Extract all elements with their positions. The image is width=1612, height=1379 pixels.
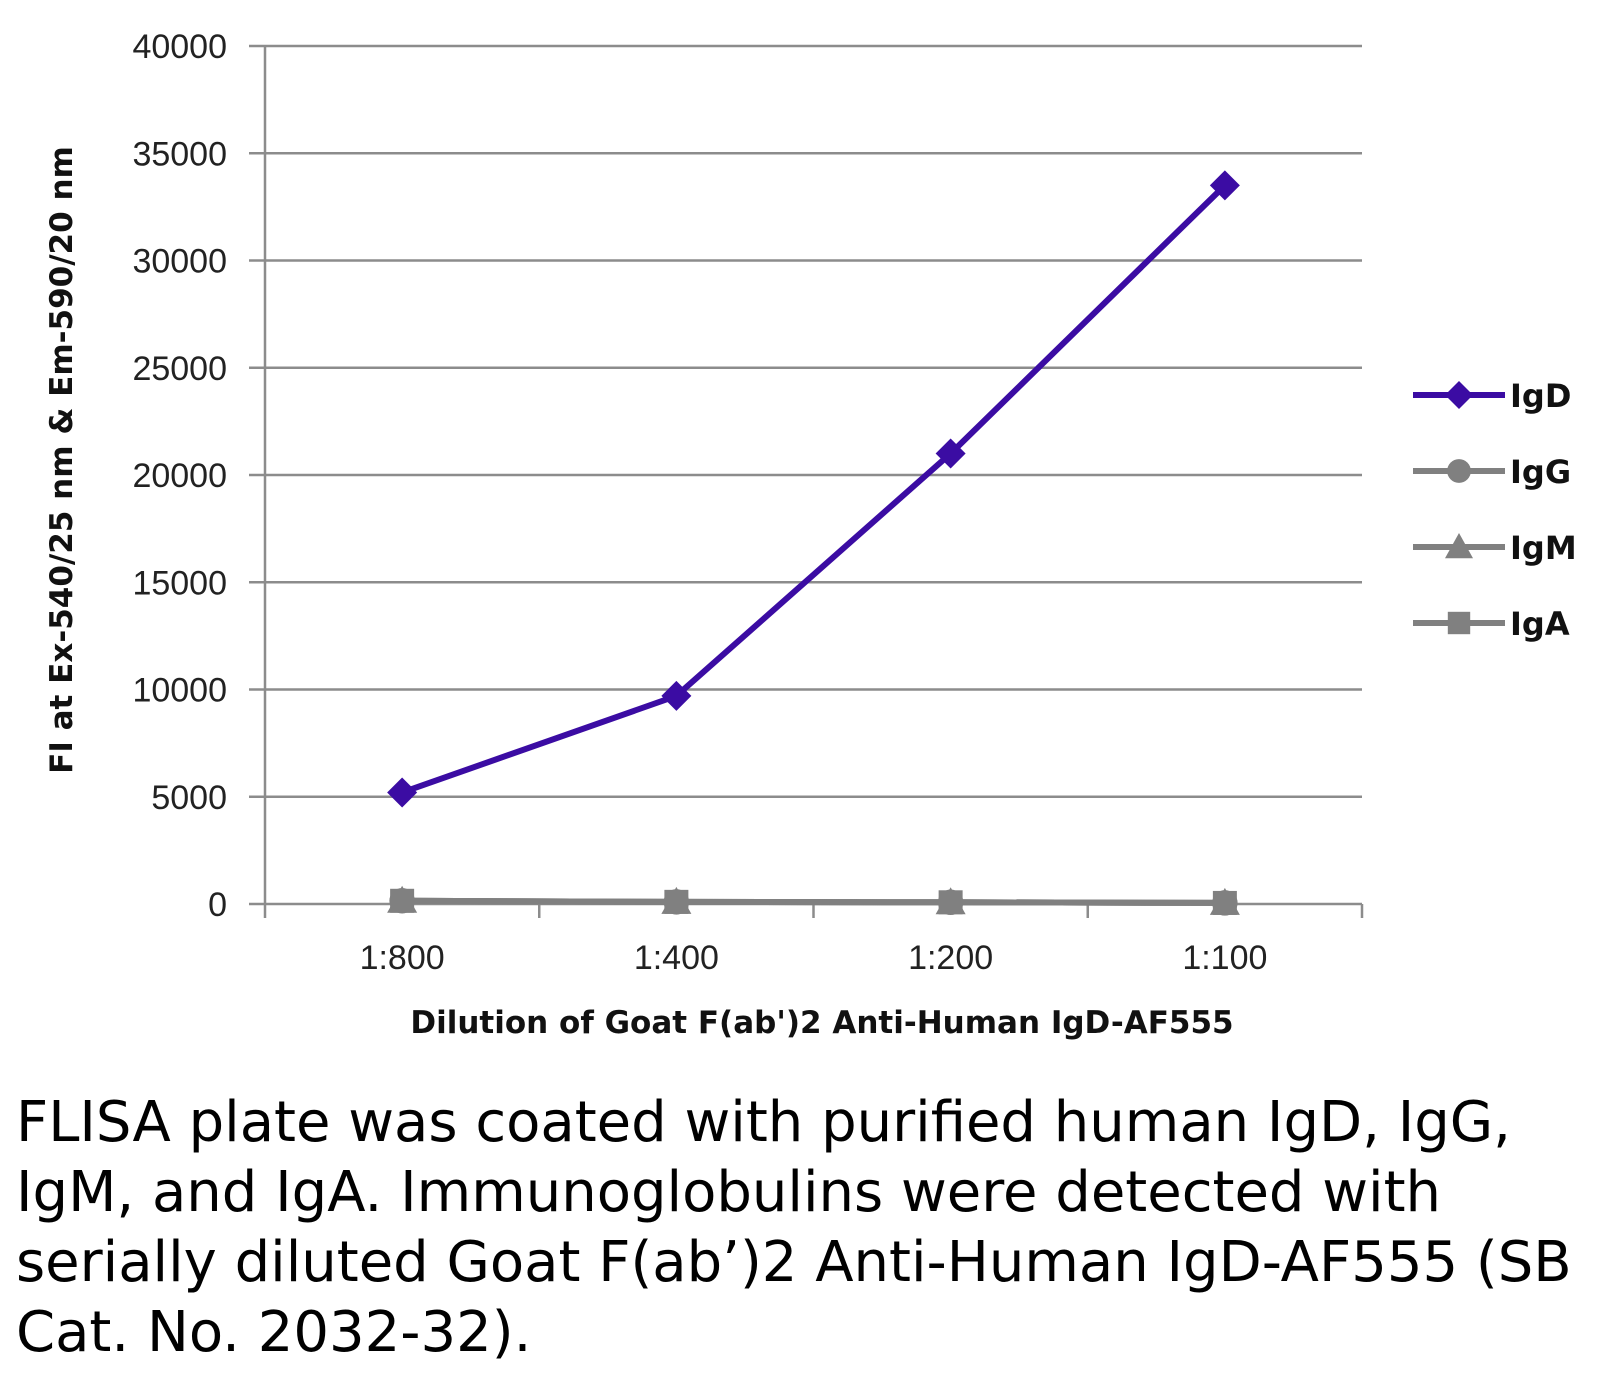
y-tick-label: 0 — [208, 886, 227, 924]
data-point-igg — [1212, 890, 1238, 916]
legend-marker-igm — [1445, 533, 1473, 559]
figure-caption: FLISA plate was coated with purified hum… — [16, 1090, 1572, 1365]
legend-label-iga: IgA — [1510, 605, 1570, 643]
legend-label-igg: IgG — [1510, 453, 1571, 491]
series-markers — [387, 170, 1240, 916]
x-axis: 1:800 1:400 1:200 1:100 — [263, 46, 1364, 977]
data-point-igg — [389, 888, 415, 914]
y-tick-label: 30000 — [132, 243, 227, 281]
series-line-igd — [401, 183, 1227, 796]
y-axis: 0 5000 10000 15000 20000 25000 30000 35000 40000 — [132, 28, 265, 924]
y-axis-title: FI at Ex-540/25 nm & Em-590/20 nm — [44, 146, 80, 774]
data-point-igg — [663, 889, 690, 915]
y-tick-label: 35000 — [132, 135, 227, 173]
x-tick-label: 1:100 — [1182, 939, 1267, 977]
data-point-igd — [935, 438, 966, 469]
x-tick-label: 1:800 — [360, 939, 445, 977]
series-lines — [401, 183, 1227, 906]
series-line-igg — [402, 897, 1225, 906]
legend-label-igd: IgD — [1510, 377, 1571, 415]
data-point-igg — [937, 889, 964, 916]
data-point-igd — [1209, 170, 1240, 201]
y-tick-label: 25000 — [132, 350, 227, 388]
y-tick-label: 10000 — [132, 672, 227, 710]
y-tick-label: 40000 — [132, 28, 227, 66]
data-point-igd — [387, 777, 418, 808]
y-tick-label: 5000 — [151, 779, 227, 817]
line-chart: 0 5000 10000 15000 20000 25000 30000 35000 40000… — [44, 28, 1577, 1041]
legend-label-igm: IgM — [1510, 529, 1577, 567]
x-tick-label: 1:200 — [908, 939, 993, 977]
data-point-igd — [661, 680, 692, 711]
y-tick-label: 20000 — [132, 457, 227, 495]
x-tick-label: 1:400 — [634, 939, 719, 977]
legend-marker-igg — [1447, 459, 1471, 483]
legend-marker-igd — [1445, 381, 1473, 409]
x-axis-title: Dilution of Goat F(ab')2 Anti-Human IgD-… — [410, 1005, 1233, 1041]
legend-marker-iga — [1447, 611, 1471, 635]
y-tick-label: 15000 — [132, 564, 227, 602]
legend: IgD IgG IgM IgA — [1413, 377, 1577, 643]
gridlines — [265, 44, 1362, 798]
